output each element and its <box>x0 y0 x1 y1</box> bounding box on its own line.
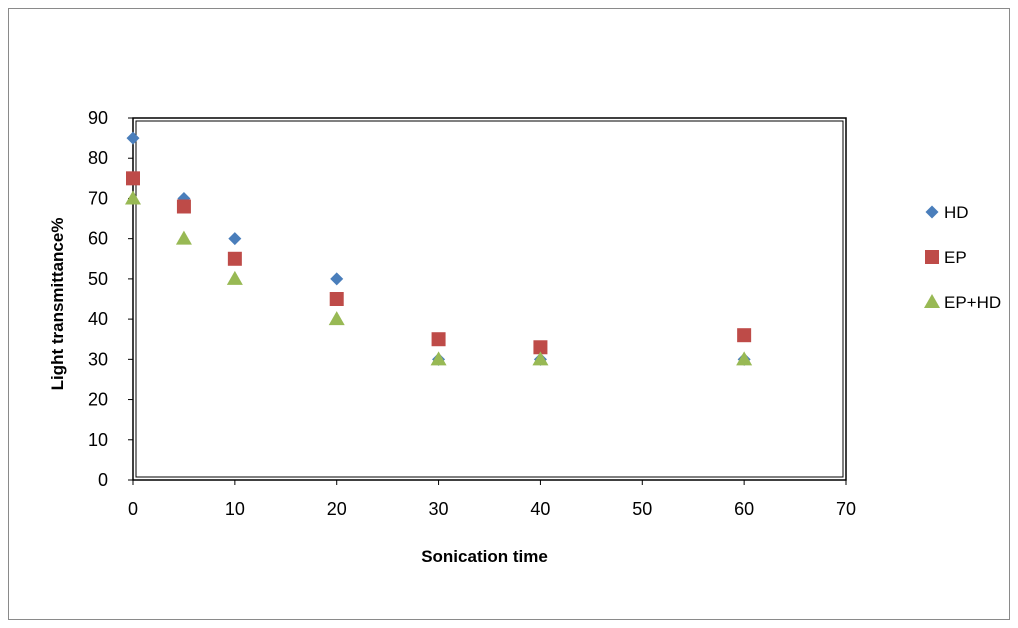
x-tick-label: 70 <box>836 499 856 519</box>
data-point-hd <box>228 232 242 246</box>
legend-label-ep-hd: EP+HD <box>944 293 1001 312</box>
x-tick-label: 40 <box>530 499 550 519</box>
y-tick-label: 10 <box>88 430 108 450</box>
x-tick-label: 30 <box>429 499 449 519</box>
legend-marker-hd <box>925 205 939 219</box>
data-point-ep <box>533 340 548 355</box>
x-tick-label: 50 <box>632 499 652 519</box>
y-tick-label: 50 <box>88 269 108 289</box>
y-tick-label: 90 <box>88 108 108 128</box>
legend-marker-ep <box>925 250 939 264</box>
y-tick-label: 0 <box>98 470 108 490</box>
legend-label-ep: EP <box>944 248 967 267</box>
data-point-ep <box>227 251 242 266</box>
data-point-ep-hd <box>226 270 243 285</box>
legend-item-hd: HD <box>925 203 969 222</box>
data-point-ep-hd <box>175 230 192 245</box>
y-tick-label: 20 <box>88 390 108 410</box>
data-point-ep <box>176 199 191 214</box>
x-tick-label: 0 <box>128 499 138 519</box>
data-point-ep-hd <box>736 351 753 366</box>
data-point-ep <box>737 328 752 343</box>
data-point-ep <box>126 171 140 186</box>
data-point-ep-hd <box>430 351 447 366</box>
legend-item-ep-hd: EP+HD <box>924 293 1001 312</box>
data-point-ep-hd <box>125 190 141 205</box>
x-tick-label: 20 <box>327 499 347 519</box>
x-axis: 0 10 20 30 40 50 60 70 <box>128 480 856 519</box>
data-point-hd <box>330 272 344 286</box>
legend-item-ep: EP <box>925 248 967 267</box>
data-point-ep <box>431 332 446 347</box>
data-points <box>125 131 753 366</box>
y-tick-label: 40 <box>88 309 108 329</box>
y-tick-label: 60 <box>88 229 108 249</box>
y-axis: 0 10 20 30 40 50 60 70 80 90 <box>88 108 133 490</box>
legend-marker-ep-hd <box>924 294 940 308</box>
data-point-ep <box>329 292 344 306</box>
y-tick-label: 70 <box>88 188 108 208</box>
y-tick-label: 30 <box>88 349 108 369</box>
legend: HD EP EP+HD <box>924 203 1001 312</box>
x-axis-title: Sonication time <box>421 547 548 566</box>
data-point-ep-hd <box>328 311 345 326</box>
series-ep <box>126 171 752 355</box>
x-tick-label: 10 <box>225 499 245 519</box>
plot-area <box>132 117 847 481</box>
x-tick-label: 60 <box>734 499 754 519</box>
series-ep-hd <box>125 190 753 366</box>
data-point-ep-hd <box>532 351 549 366</box>
plot-inner-border <box>135 120 844 478</box>
y-axis-title: Light transmittance% <box>48 218 67 391</box>
data-point-hd <box>126 131 140 145</box>
y-tick-label: 80 <box>88 148 108 168</box>
legend-label-hd: HD <box>944 203 969 222</box>
